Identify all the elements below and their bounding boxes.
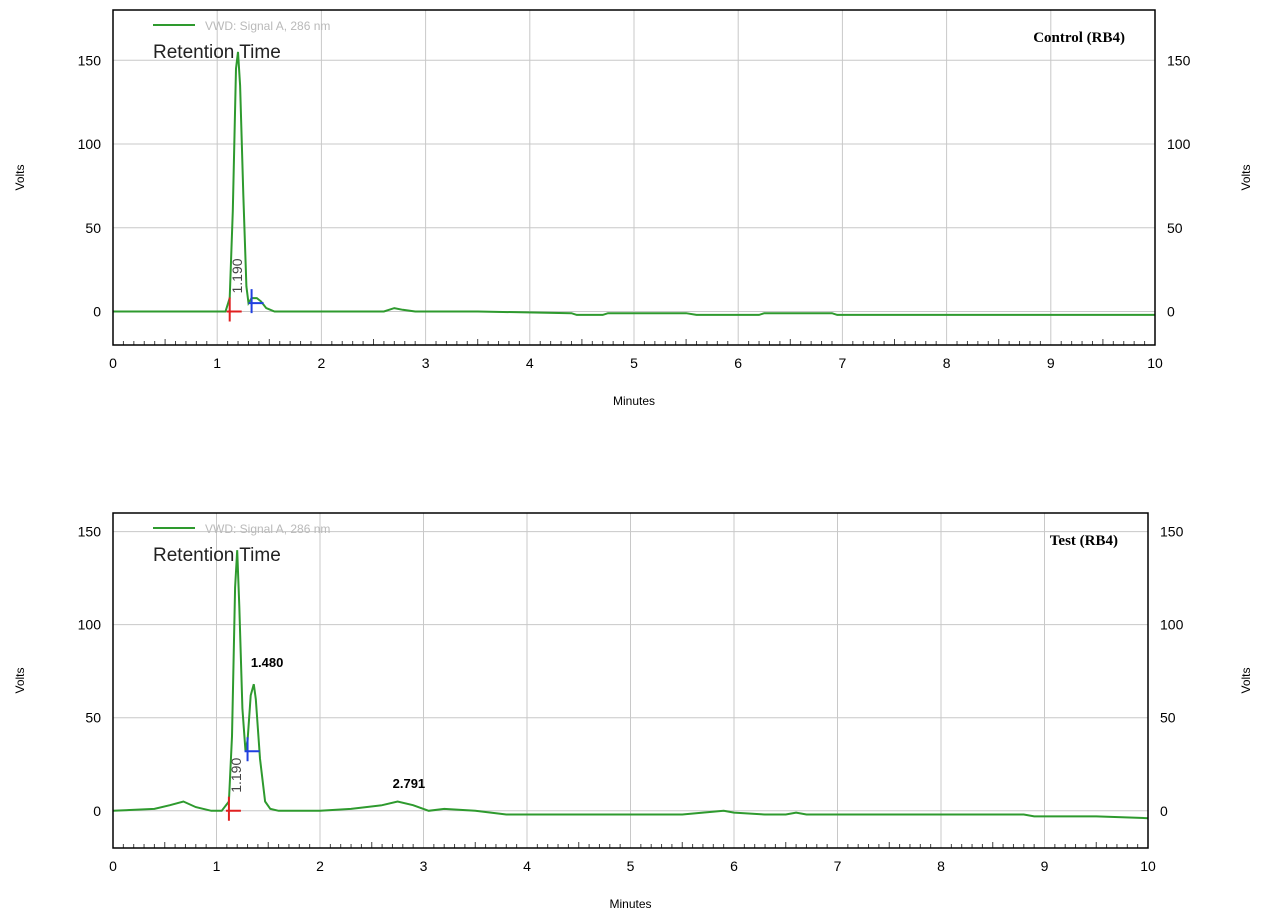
x-tick-label: 10 [1147,355,1163,371]
x-tick-label: 7 [834,858,842,874]
integration-marker-start [225,796,241,821]
x-tick-label: 3 [422,355,430,371]
y-axis-label-left: Volts [13,164,27,190]
signal-trace [113,51,1155,316]
x-tick-label: 9 [1047,355,1055,371]
y-tick-labels-right: 0 50 100 150 [1167,52,1191,319]
y-tick-label-left: 150 [78,524,102,540]
x-tick-labels: 0 1 2 3 4 5 6 7 8 9 10 [109,858,1156,874]
integration-marker-end [248,289,264,314]
plot-frame [112,9,1156,346]
x-tick-label: 0 [109,858,117,874]
x-tick-label: 0 [109,355,117,371]
x-tick-label: 9 [1041,858,1049,874]
x-tick-label: 10 [1140,858,1156,874]
x-tick-label: 1 [213,858,221,874]
peak-retention-label: 1.480 [251,655,284,670]
y-tick-label-right: 0 [1167,304,1175,320]
y-tick-labels-left: 0 50 100 150 [78,524,102,819]
y-tick-label-right: 50 [1160,710,1176,726]
x-tick-label: 2 [318,355,326,371]
y-tick-label-right: 150 [1160,524,1184,540]
x-tick-label: 5 [627,858,635,874]
x-tick-label: 3 [420,858,428,874]
y-tick-label-left: 50 [85,710,101,726]
x-tick-label: 5 [630,355,638,371]
y-tick-label-left: 150 [78,52,102,68]
x-tick-label: 1 [213,355,221,371]
y-tick-label-right: 100 [1160,617,1184,633]
chromatogram-panel-control: 0 1 2 3 4 5 6 7 8 9 10 0 50 100 150 0 50 100 150 VWD: Si… [13,9,1253,408]
chromatogram-panel-test: 0 1 2 3 4 5 6 7 8 9 10 0 50 100 150 0 50 100 150 VWD: Si… [13,512,1253,911]
x-tick-label: 4 [526,355,534,371]
peak-retention-label: 2.791 [393,776,426,791]
y-tick-labels-right: 0 50 100 150 [1160,524,1184,819]
peak-annotations: 1.190 1.480 2.791 [228,655,425,793]
integration-marker-start [226,297,242,322]
panel-label: Control (RB4) [1033,30,1125,46]
y-tick-label-right: 50 [1167,220,1183,236]
y-axis-label-right: Volts [1239,164,1253,190]
x-tick-label: 2 [316,858,324,874]
x-axis-label: Minutes [613,394,655,408]
grid-lines [113,10,1155,345]
x-tick-label: 8 [937,858,945,874]
peak-annotations: 1.190 [229,258,245,293]
panel-label: Test (RB4) [1050,533,1118,549]
y-tick-label-right: 150 [1167,52,1191,68]
y-tick-labels-left: 0 50 100 150 [78,52,102,319]
integration-marker-end [244,737,260,762]
peak-retention-label: 1.190 [229,258,245,293]
y-axis-label-left: Volts [13,667,27,693]
x-tick-label: 4 [523,858,531,874]
x-tick-label: 8 [943,355,951,371]
y-tick-label-right: 100 [1167,136,1191,152]
subtitle: Retention Time [153,545,281,566]
y-tick-label-left: 0 [93,803,101,819]
subtitle: Retention Time [153,42,281,63]
y-tick-label-left: 50 [85,220,101,236]
y-tick-label-left: 100 [78,617,102,633]
legend-label: VWD: Signal A, 286 nm [205,19,330,33]
plot-frame [112,512,1149,849]
x-tick-label: 7 [839,355,847,371]
x-axis-label: Minutes [609,897,651,911]
y-tick-label-right: 0 [1160,803,1168,819]
integration-markers [226,289,264,322]
legend-label: VWD: Signal A, 286 nm [205,522,330,536]
signal-trace [112,550,1149,820]
y-tick-label-left: 100 [78,136,102,152]
peak-retention-label: 1.190 [228,758,244,793]
y-tick-label-left: 0 [93,304,101,320]
x-tick-label: 6 [730,858,738,874]
x-tick-label: 6 [734,355,742,371]
y-axis-label-right: Volts [1239,667,1253,693]
x-tick-labels: 0 1 2 3 4 5 6 7 8 9 10 [109,355,1163,371]
integration-markers [225,737,260,821]
